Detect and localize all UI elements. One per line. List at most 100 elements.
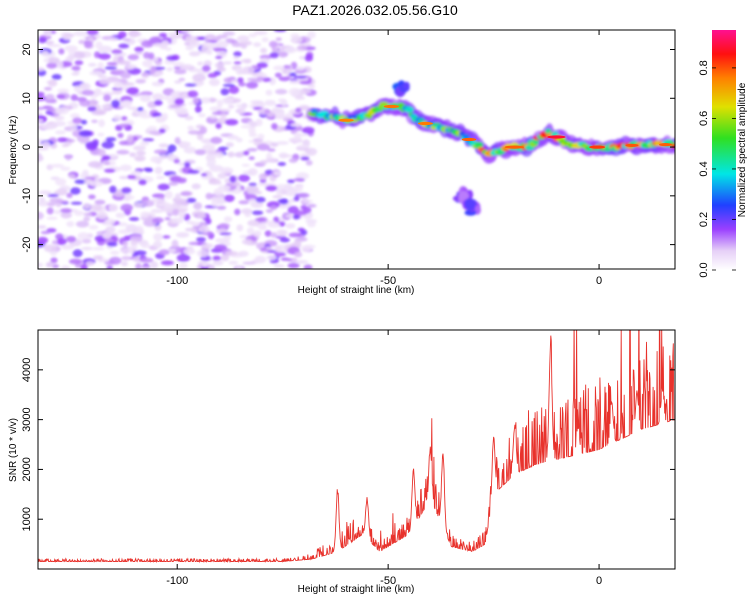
noise-speckle <box>201 261 209 268</box>
noise-speckle <box>46 216 58 220</box>
chart-title: PAZ1.2026.032.05.56.G10 <box>292 2 458 18</box>
noise-speckle <box>192 73 206 82</box>
noise-speckle <box>53 209 62 215</box>
noise-speckle <box>248 33 257 38</box>
noise-speckle <box>295 107 302 113</box>
noise-speckle <box>46 107 56 112</box>
noise-speckle <box>211 199 219 207</box>
noise-speckle <box>288 158 298 164</box>
noise-speckle <box>266 255 277 261</box>
noise-speckle <box>219 108 231 113</box>
noise-speckle <box>257 133 265 140</box>
noise-speckle <box>72 249 83 258</box>
noise-speckle <box>101 104 110 109</box>
noise-speckle <box>207 72 218 78</box>
spectrogram-y-ticks: -20 -10 0 10 20 <box>21 43 675 253</box>
noise-speckle <box>167 144 177 153</box>
noise-speckle <box>118 31 127 39</box>
noise-speckle <box>259 222 267 229</box>
noise-speckle <box>193 202 203 210</box>
ridge-peak <box>589 145 606 149</box>
noise-speckle <box>274 112 283 116</box>
noise-speckle <box>160 260 174 266</box>
noise-speckle <box>174 193 181 201</box>
noise-speckle <box>245 185 259 193</box>
noise-speckle <box>274 252 287 257</box>
noise-speckle <box>43 86 53 91</box>
noise-speckle <box>229 175 237 183</box>
isolated-blob <box>403 81 410 90</box>
noise-speckle <box>236 137 243 143</box>
noise-speckle <box>275 187 282 196</box>
noise-speckle <box>194 105 202 113</box>
noise-speckle <box>79 83 89 89</box>
noise-speckle <box>176 232 190 238</box>
noise-speckle <box>141 72 150 77</box>
noise-speckle <box>167 32 182 37</box>
noise-speckle <box>268 40 278 48</box>
noise-speckle <box>171 239 179 248</box>
colorbar-tick-label: 0.8 <box>698 60 710 75</box>
noise-speckle <box>180 191 192 196</box>
noise-speckle <box>120 203 133 212</box>
noise-speckle <box>222 97 235 103</box>
y-tick-label: 3000 <box>21 407 33 431</box>
noise-speckle <box>150 156 163 163</box>
noise-speckle <box>183 248 196 255</box>
noise-speckle <box>140 141 150 146</box>
noise-speckle <box>296 45 308 51</box>
noise-speckle <box>185 197 197 203</box>
noise-speckle <box>200 173 208 177</box>
noise-speckle <box>273 264 285 268</box>
x-tick-label: -50 <box>380 575 396 587</box>
noise-speckle <box>75 220 90 228</box>
noise-speckle <box>70 94 78 101</box>
noise-speckle <box>207 264 215 269</box>
noise-speckle <box>38 211 44 220</box>
noise-speckle <box>49 197 63 204</box>
noise-speckle <box>89 70 104 76</box>
noise-speckle <box>200 97 211 104</box>
noise-speckle <box>153 233 163 241</box>
colorbar-label: Normalized spectral amplitude <box>737 82 748 217</box>
noise-speckle <box>97 148 106 157</box>
noise-speckle <box>117 132 124 138</box>
noise-speckle <box>216 99 224 108</box>
noise-speckle <box>174 80 182 84</box>
noise-speckle <box>70 124 78 132</box>
noise-speckle <box>222 83 235 87</box>
noise-speckle <box>240 125 254 129</box>
noise-speckle <box>168 181 179 186</box>
noise-speckle <box>217 40 229 49</box>
noise-speckle <box>214 62 225 69</box>
ridge-peak <box>547 135 566 139</box>
noise-speckle <box>201 45 212 54</box>
noise-speckle <box>210 136 223 144</box>
noise-speckle <box>108 37 119 42</box>
noise-speckle <box>65 154 72 161</box>
colorbar: 0.0 0.2 0.4 0.6 0.8 Normalized spectral ampl… <box>698 30 748 278</box>
noise-speckle <box>127 106 138 110</box>
ridge-peak <box>383 104 400 109</box>
noise-speckle <box>92 247 105 251</box>
noise-speckle <box>187 130 201 135</box>
noise-speckle <box>194 149 207 156</box>
noise-speckle <box>172 208 180 216</box>
noise-speckle <box>61 143 69 148</box>
noise-speckle <box>267 148 276 152</box>
noise-speckle <box>273 65 285 71</box>
noise-speckle <box>259 160 268 165</box>
noise-speckle <box>122 100 133 107</box>
noise-speckle <box>170 90 184 99</box>
noise-speckle <box>235 266 243 269</box>
noise-speckle <box>152 209 161 213</box>
noise-speckle <box>271 123 278 130</box>
noise-speckle <box>294 132 302 139</box>
noise-speckle <box>168 248 177 253</box>
noise-speckle <box>140 200 155 207</box>
noise-speckle <box>116 149 130 155</box>
noise-speckle <box>142 138 155 142</box>
noise-speckle <box>103 161 111 165</box>
noise-speckle <box>158 32 168 38</box>
noise-speckle <box>127 174 137 180</box>
